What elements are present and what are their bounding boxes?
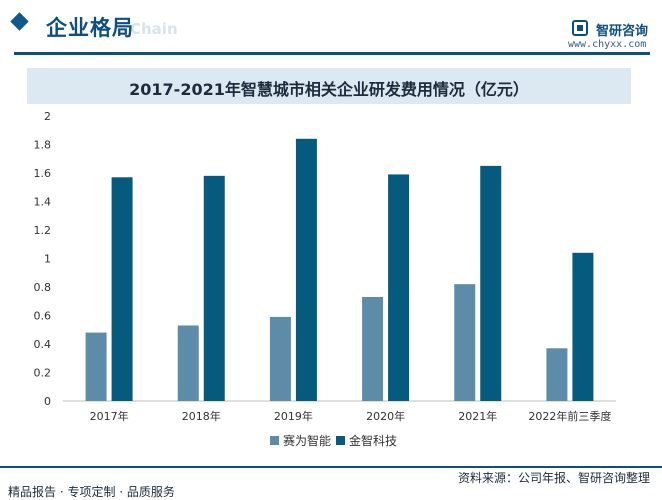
x-tick-label: 2017年 [90,409,129,423]
x-tick-label: 2022年前三季度 [528,409,611,423]
legend-swatch [336,436,345,445]
logo-website: www.chyxx.com [568,39,647,50]
bar-series-2 [295,138,317,402]
y-tick-label: 1.4 [34,196,52,209]
bar-series-1 [177,325,199,401]
data-source: 资料来源：公司年报、智研咨询整理 [457,471,650,485]
bar-series-1 [546,348,568,401]
bar-chart: 0 0.2 0.4 0.6 0.8 1 1.2 1.4 1.6 1.8 2 2017年 2018年 201… [34,110,616,448]
section-background-text: Chain [130,20,178,38]
bar-series-2 [572,252,594,401]
bar-series-1 [85,332,107,401]
legend-label: 赛为智能 [283,433,331,448]
bar-series-1 [269,316,291,401]
x-tick-label: 2019年 [274,409,313,423]
y-tick-label: 2 [44,110,51,123]
legend-label: 金智科技 [349,433,397,448]
y-tick-label: 1 [44,253,51,266]
x-tick-label: 2018年 [182,409,221,423]
logo-mark-icon [572,20,588,36]
bar-series-1 [362,296,384,401]
page-header: Chain 企业格局 智研咨询 www.chyxx.com [0,0,662,58]
footer-divider [0,466,662,468]
bar-series-1 [454,284,476,401]
bar-series-2 [111,177,133,401]
y-tick-label: 0 [44,395,51,408]
y-tick-label: 1.6 [34,167,52,180]
x-tick-label: 2020年 [366,409,405,423]
y-tick-label: 0.2 [34,367,52,380]
chart-title: 2017-2021年智慧城市相关企业研发费用情况（亿元） [129,80,529,99]
y-tick-label: 0.8 [34,281,52,294]
header-divider [14,52,650,55]
legend-swatch [270,436,279,445]
y-tick-label: 1.2 [34,224,52,237]
footer-slogan: 精品报告 · 专项定制 · 品质服务 [8,485,175,499]
y-tick-label: 0.4 [34,338,52,351]
section-title: 企业格局 [46,16,134,40]
bar-series-2 [480,165,502,401]
bar-series-2 [203,175,225,401]
chart-title-bar: 2017-2021年智慧城市相关企业研发费用情况（亿元） [27,68,631,104]
logo-name: 智研咨询 [596,24,649,39]
y-tick-label: 0.6 [34,310,52,323]
y-tick-label: 1.8 [34,139,52,152]
bar-series-2 [388,174,410,401]
x-tick-label: 2021年 [458,409,497,423]
